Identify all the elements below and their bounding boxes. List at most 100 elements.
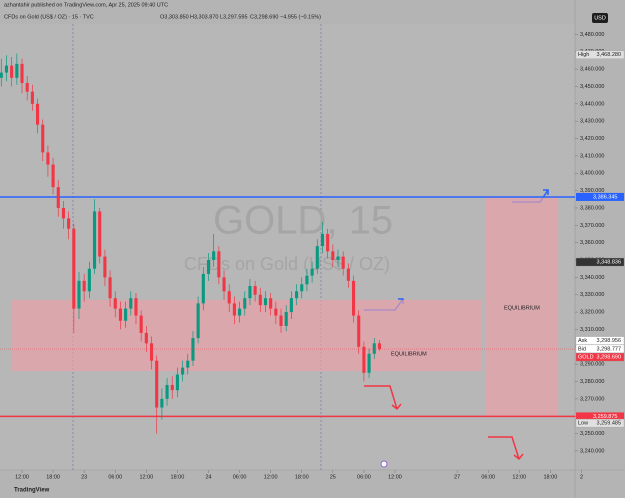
event-icon[interactable] <box>380 460 388 468</box>
candle-body <box>331 251 335 261</box>
x-tick-label: 12:00 <box>139 474 153 480</box>
ohlc-value: H3,303.870 <box>190 14 218 20</box>
candle-body <box>175 374 179 391</box>
x-tick-label: 2 <box>580 474 583 480</box>
candle-body <box>186 360 190 368</box>
price-label: 3,259.485 <box>597 421 621 427</box>
symbol-legend: CFDs on Gold (US$ / OZ) · 15 · TVC <box>4 14 94 20</box>
price-tag: Bid <box>578 346 586 352</box>
x-tick-label: 12:00 <box>388 474 402 480</box>
candle-body <box>232 303 236 316</box>
candle-body <box>227 291 231 304</box>
candle-body <box>243 298 247 309</box>
candle-body <box>15 63 19 78</box>
y-tick-label: 3,330.000 <box>580 292 604 298</box>
zone <box>11 299 483 372</box>
candle-body <box>155 360 159 408</box>
zone <box>485 196 559 417</box>
candle-body <box>357 315 361 347</box>
y-tick-label: 3,430.000 <box>580 119 604 125</box>
level-label-box <box>576 412 624 421</box>
y-tick-label: 3,450.000 <box>580 84 604 90</box>
y-tick-label: 3,340.000 <box>580 275 604 281</box>
ohlc-value: O3,303.850 <box>160 14 189 20</box>
candle-body <box>341 256 345 269</box>
candle-body <box>377 343 382 350</box>
candle-body <box>144 332 148 344</box>
x-tick-label: 06:00 <box>233 474 247 480</box>
watermark: GOLD, 15 <box>213 199 393 243</box>
candle-body <box>129 298 133 309</box>
x-tick-label: 23 <box>81 474 87 480</box>
candle-body <box>196 303 200 339</box>
candle-body <box>30 91 34 104</box>
zone-label: EQUILIBRIUM <box>504 305 540 311</box>
candle-body <box>113 298 117 309</box>
y-tick-label: 3,320.000 <box>580 310 604 316</box>
y-tick-label: 3,420.000 <box>580 136 604 142</box>
y-tick-label: 3,440.000 <box>580 101 604 107</box>
candle-body <box>77 280 81 309</box>
candle-body <box>25 83 29 92</box>
y-tick-label: 3,480.000 <box>580 32 604 38</box>
candle-body <box>320 233 325 247</box>
candle-body <box>82 280 86 292</box>
x-tick-label: 12:00 <box>512 474 526 480</box>
candle-body <box>326 233 330 252</box>
price-label-box <box>575 50 625 59</box>
x-tick-label: 12:00 <box>264 474 278 480</box>
price-label: 3,298.956 <box>597 338 621 344</box>
price-label-box <box>575 344 625 354</box>
level-label-box <box>576 192 624 201</box>
candle-body <box>92 211 97 269</box>
y-tick-label: 3,250.000 <box>580 431 604 437</box>
x-tick-label: 27 <box>454 474 460 480</box>
candle-body <box>310 268 314 276</box>
price-label: 3,348.836 <box>597 259 621 265</box>
candle-body <box>4 65 9 73</box>
y-tick-label: 3,290.000 <box>580 362 604 368</box>
candle-body <box>367 353 371 373</box>
candle-body <box>372 343 376 354</box>
candle-body <box>315 246 319 269</box>
candle-body <box>269 298 273 309</box>
candle-body <box>72 228 76 309</box>
candle-body <box>201 273 205 304</box>
candle-body <box>305 275 309 285</box>
candle-body <box>181 367 185 375</box>
y-tick-label: 3,270.000 <box>580 396 604 402</box>
price-label-box <box>575 418 625 428</box>
y-tick-label: 3,400.000 <box>580 171 604 177</box>
candle-body <box>170 384 174 391</box>
candle-body <box>191 338 195 361</box>
y-tick-label: 3,390.000 <box>580 188 604 194</box>
candle-body <box>124 308 128 321</box>
x-tick-label: 06:00 <box>357 474 371 480</box>
candle-body <box>206 260 211 274</box>
candle-body <box>258 294 262 306</box>
y-tick-label: 3,410.000 <box>580 153 604 159</box>
candle-body <box>295 291 299 299</box>
candle-body <box>212 251 216 261</box>
currency[interactable]: USD <box>594 15 606 21</box>
candle-body <box>36 103 40 125</box>
currency-box[interactable] <box>592 13 608 23</box>
candle-body <box>41 124 45 153</box>
price-label-box <box>575 257 625 267</box>
zone-label: EQUILIBRIUM <box>391 351 427 357</box>
price-label-box <box>575 336 625 345</box>
candle-body <box>222 277 226 292</box>
price-label: 3,468.280 <box>597 52 621 58</box>
level-label: 3,259.875 <box>593 414 617 420</box>
candle-body <box>56 187 60 208</box>
y-tick-label: 3,460.000 <box>580 67 604 73</box>
candle-body <box>336 256 340 261</box>
candle-body <box>346 268 350 281</box>
candle-body <box>263 298 268 306</box>
candle-body <box>118 308 122 321</box>
y-tick-label: 3,240.000 <box>580 448 604 454</box>
ohlc-value: C3,298.690 <box>250 14 278 20</box>
arrow-down <box>364 385 402 411</box>
candle-body <box>165 384 169 399</box>
price-tag: Ask <box>578 338 587 344</box>
